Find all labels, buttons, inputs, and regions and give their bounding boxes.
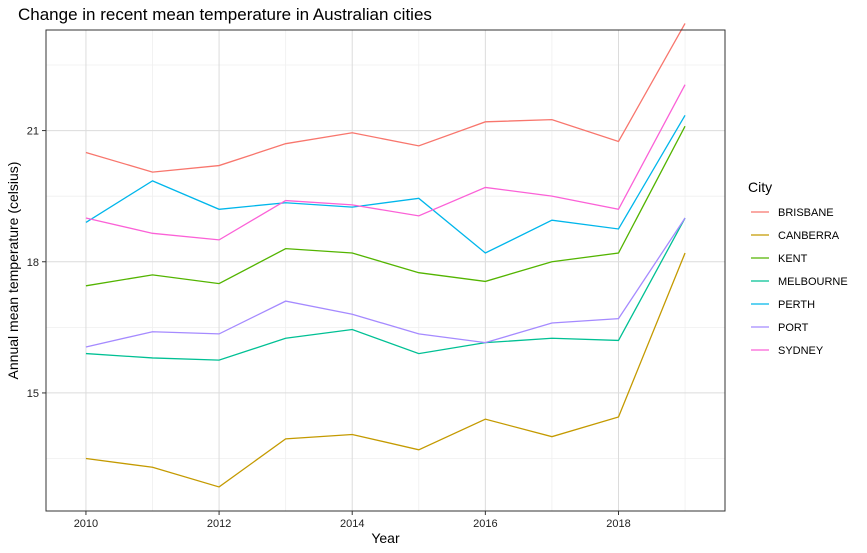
series-line-sydney bbox=[85, 84, 686, 241]
legend-label: MELBOURNE bbox=[778, 276, 848, 288]
y-tick-label: 18 bbox=[27, 257, 39, 269]
legend-label: CANBERRA bbox=[778, 230, 840, 242]
x-tick-label: 2018 bbox=[606, 518, 630, 530]
legend-label: SYDNEY bbox=[778, 345, 824, 357]
legend: City BRISBANE CANBERRA KENT MELBOURNE PERTH P… bbox=[748, 179, 848, 357]
chart-title: Change in recent mean temperature in Aus… bbox=[18, 5, 432, 24]
plot-panel bbox=[45, 29, 726, 512]
x-tick-label: 2014 bbox=[340, 518, 364, 530]
series-line-melbourne bbox=[85, 217, 686, 361]
major-gridlines bbox=[46, 30, 725, 511]
legend-item-port: PORT bbox=[751, 322, 809, 334]
y-tick-label: 21 bbox=[27, 126, 39, 138]
y-axis: 15 18 21 bbox=[27, 126, 46, 400]
y-axis-title: Annual mean temperature (celsius) bbox=[5, 162, 21, 380]
x-axis-title: Year bbox=[371, 530, 400, 546]
series-lines bbox=[85, 23, 686, 488]
y-tick-label: 15 bbox=[27, 388, 39, 400]
legend-label: BRISBANE bbox=[778, 207, 834, 219]
x-tick-label: 2016 bbox=[473, 518, 497, 530]
series-line-brisbane bbox=[85, 23, 686, 173]
x-tick-label: 2010 bbox=[74, 518, 98, 530]
legend-item-canberra: CANBERRA bbox=[751, 230, 840, 242]
legend-item-brisbane: BRISBANE bbox=[751, 207, 834, 219]
series-line-canberra bbox=[85, 252, 686, 488]
legend-item-sydney: SYDNEY bbox=[751, 345, 824, 357]
minor-gridlines bbox=[46, 30, 725, 511]
legend-label: KENT bbox=[778, 253, 808, 265]
legend-items: BRISBANE CANBERRA KENT MELBOURNE PERTH PORT SY… bbox=[751, 207, 848, 357]
legend-label: PERTH bbox=[778, 299, 815, 311]
series-line-kent bbox=[85, 125, 686, 287]
x-axis: 2010 2012 2014 2016 2018 bbox=[74, 511, 631, 530]
legend-item-melbourne: MELBOURNE bbox=[751, 276, 848, 288]
series-line-port bbox=[85, 217, 686, 348]
legend-item-perth: PERTH bbox=[751, 299, 815, 311]
legend-label: PORT bbox=[778, 322, 809, 334]
x-tick-label: 2012 bbox=[207, 518, 231, 530]
legend-title: City bbox=[748, 179, 772, 195]
series-line-perth bbox=[85, 114, 686, 254]
legend-item-kent: KENT bbox=[751, 253, 808, 265]
